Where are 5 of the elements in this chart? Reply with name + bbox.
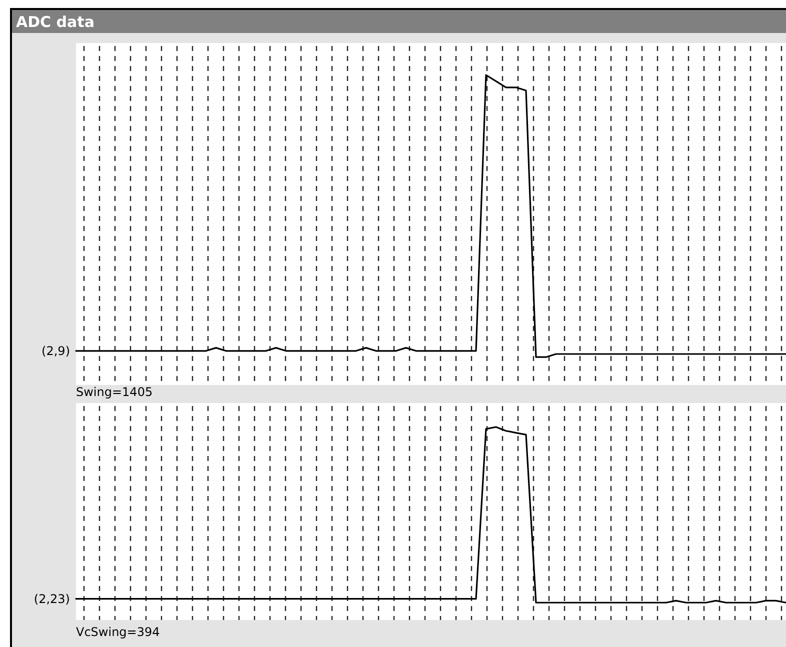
annotation: Swing=1405 (76, 385, 153, 399)
text: (2,23) (34, 592, 70, 606)
text: VcSwing=394 (76, 625, 160, 639)
text: (2,9) (42, 344, 70, 358)
chart-title: ADC data (16, 13, 94, 31)
